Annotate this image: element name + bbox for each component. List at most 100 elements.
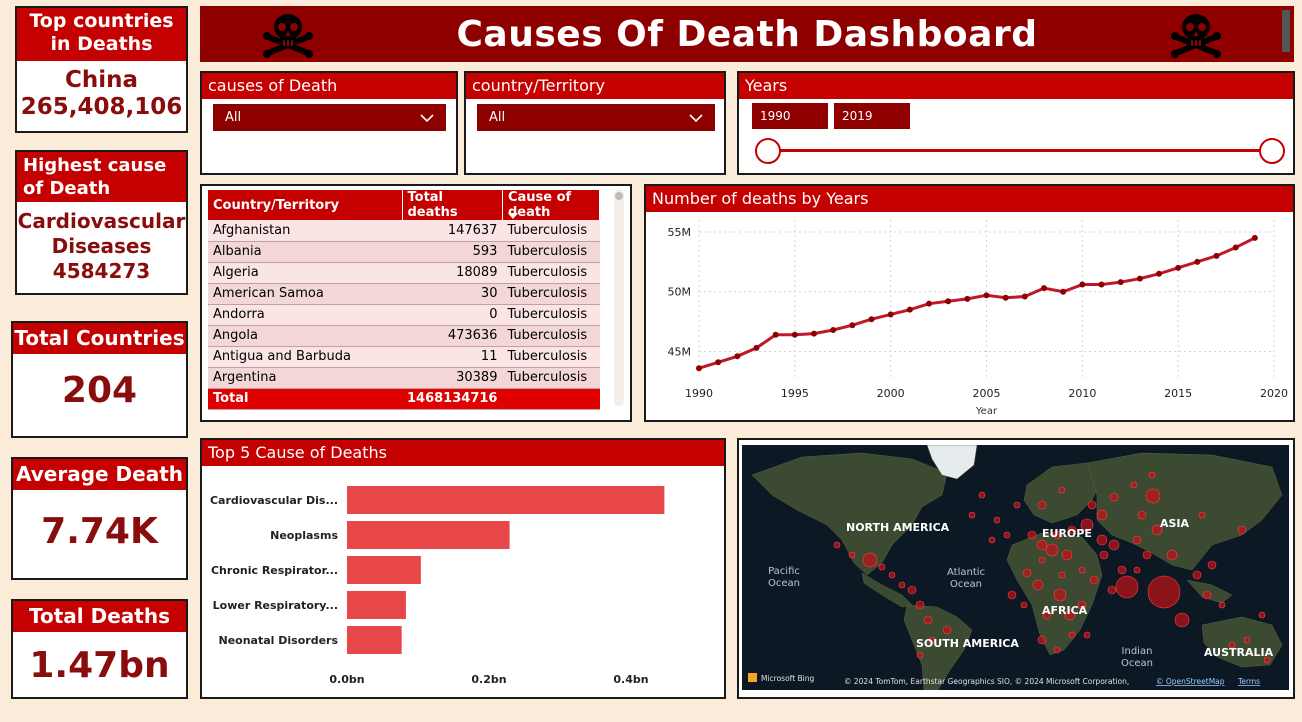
map-bubble[interactable] (1263, 656, 1271, 664)
data-point[interactable] (1136, 275, 1143, 282)
data-point[interactable] (1213, 252, 1220, 259)
data-point[interactable] (1251, 234, 1258, 241)
map-bubble[interactable] (1087, 500, 1097, 510)
map-bubble[interactable] (916, 651, 924, 659)
map-bubble[interactable] (878, 563, 886, 571)
map-bubble[interactable] (833, 541, 841, 549)
map-bubble[interactable] (1089, 575, 1099, 585)
data-point[interactable] (849, 322, 856, 329)
map-bubble[interactable] (1099, 550, 1109, 560)
table-row[interactable]: Argentina 30389 Tuberculosis (208, 367, 600, 389)
map-bubble[interactable] (1192, 570, 1202, 580)
map-bubble[interactable] (1077, 600, 1087, 610)
table-scrollbar[interactable] (614, 190, 624, 406)
map-bubble[interactable] (1027, 530, 1037, 540)
data-point[interactable] (964, 295, 971, 302)
map-bubble[interactable] (1145, 488, 1161, 504)
data-point[interactable] (1002, 294, 1009, 301)
data-point[interactable] (1079, 281, 1086, 288)
data-point[interactable] (1194, 258, 1201, 265)
col-total-deaths[interactable]: Total deaths (402, 190, 503, 220)
col-cause[interactable]: Cause of death (502, 190, 601, 220)
map-bubble[interactable] (923, 615, 933, 625)
data-point[interactable] (734, 353, 741, 360)
map-bubble[interactable] (1107, 585, 1117, 595)
table-row[interactable]: Algeria 18089 Tuberculosis (208, 262, 600, 284)
map-bubble[interactable] (928, 636, 936, 644)
data-point[interactable] (1098, 281, 1105, 288)
data-point[interactable] (696, 365, 702, 372)
map-bubble[interactable] (1133, 566, 1141, 574)
bar[interactable] (347, 591, 406, 619)
map-bubble[interactable] (1174, 612, 1190, 628)
map-bubble[interactable] (1042, 610, 1052, 620)
map-bubble[interactable] (1132, 535, 1142, 545)
map-bubble[interactable] (1137, 510, 1147, 520)
map-bubble[interactable] (1151, 524, 1163, 536)
map-bubble[interactable] (915, 600, 925, 610)
map-bubble[interactable] (1096, 534, 1108, 546)
map-bubble[interactable] (1218, 601, 1226, 609)
data-point[interactable] (791, 331, 798, 338)
map-bubble[interactable] (1037, 500, 1047, 510)
map-bubble[interactable] (1058, 486, 1066, 494)
data-point[interactable] (1060, 288, 1067, 295)
table-row[interactable]: Angola 473636 Tuberculosis (208, 325, 600, 347)
table-row[interactable]: Andorra 0 Tuberculosis (208, 304, 600, 326)
country-dropdown[interactable]: All (477, 104, 715, 131)
map-bubble[interactable] (1147, 575, 1181, 609)
map-bubble[interactable] (1258, 611, 1266, 619)
map-bubble[interactable] (1198, 511, 1206, 519)
map-bubble[interactable] (1068, 631, 1076, 639)
map-bubble[interactable] (1237, 525, 1247, 535)
map-bubble[interactable] (1032, 579, 1044, 591)
data-point[interactable] (868, 316, 875, 323)
year-from-input[interactable]: 1990 (752, 103, 828, 129)
data-point[interactable] (1156, 270, 1162, 277)
map-bubble[interactable] (888, 571, 896, 579)
world-map[interactable]: NORTH AMERICA EUROPE ASIA AFRICA SOUTH A… (742, 445, 1289, 690)
map-bubble[interactable] (1117, 565, 1127, 575)
map-bubble[interactable] (1078, 566, 1086, 574)
map-bubble[interactable] (907, 585, 917, 595)
map-bubble[interactable] (1228, 641, 1236, 649)
map-bubble[interactable] (942, 625, 952, 635)
map-bubble[interactable] (1020, 601, 1028, 609)
map-bubble[interactable] (1166, 549, 1178, 561)
map-bubble[interactable] (1243, 636, 1251, 644)
map-bubble[interactable] (1080, 518, 1094, 532)
data-point[interactable] (715, 359, 722, 366)
year-slider-start-handle[interactable] (755, 138, 781, 164)
map-bubble[interactable] (898, 581, 906, 589)
map-bubble[interactable] (1007, 590, 1017, 600)
map-bubble[interactable] (993, 516, 1001, 524)
data-point[interactable] (926, 300, 932, 307)
table-row[interactable]: American Samoa 30 Tuberculosis (208, 283, 600, 305)
data-point[interactable] (830, 326, 837, 333)
map-bubble[interactable] (1053, 646, 1061, 654)
table-row[interactable]: Albania 593 Tuberculosis (208, 241, 600, 263)
map-bubble[interactable] (848, 551, 856, 559)
bar[interactable] (347, 486, 665, 514)
scrollbar-thumb[interactable] (615, 192, 623, 200)
map-bubble[interactable] (988, 536, 996, 544)
map-bubble[interactable] (1207, 560, 1217, 570)
map-bubble[interactable] (1003, 531, 1011, 539)
bar[interactable] (347, 626, 402, 654)
map-bubble[interactable] (1130, 481, 1138, 489)
data-point[interactable] (811, 330, 817, 337)
map-bubble[interactable] (1038, 556, 1046, 564)
data-point[interactable] (1021, 293, 1028, 300)
table-row[interactable]: Afghanistan 147637 Tuberculosis (208, 220, 600, 242)
map-bubble[interactable] (1108, 539, 1120, 551)
data-point[interactable] (1117, 279, 1124, 286)
map-bubble[interactable] (1022, 568, 1032, 578)
map-bubble[interactable] (862, 552, 878, 568)
data-point[interactable] (945, 298, 952, 305)
data-point[interactable] (753, 344, 760, 351)
map-terms-link[interactable]: Terms (1237, 677, 1260, 686)
map-bubble[interactable] (1115, 575, 1139, 599)
scrollbar[interactable] (1282, 10, 1290, 52)
data-point[interactable] (1041, 285, 1047, 292)
bar[interactable] (347, 556, 421, 584)
